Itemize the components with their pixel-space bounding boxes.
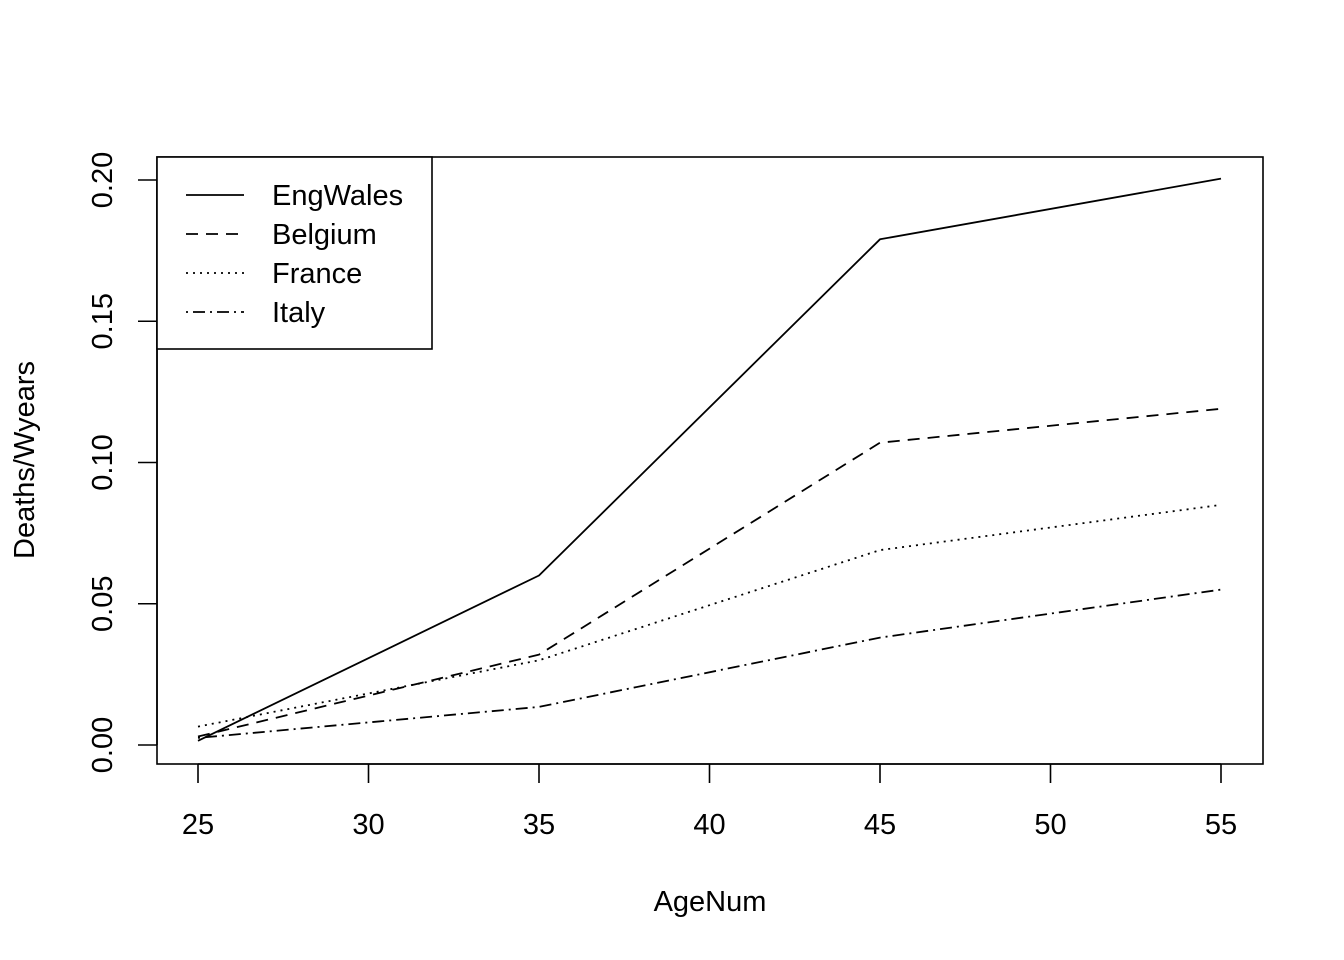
x-tick-label: 25 bbox=[182, 809, 214, 841]
x-tick-label: 40 bbox=[693, 809, 725, 841]
legend: EngWales Belgium France Italy bbox=[156, 156, 433, 350]
y-tick-label: 0.00 bbox=[87, 717, 119, 773]
y-tick-label: 0.20 bbox=[87, 152, 119, 208]
series-line-france bbox=[197, 504, 1222, 728]
x-tick-label: 50 bbox=[1034, 809, 1066, 841]
legend-box bbox=[156, 156, 433, 350]
x-tick-label: 45 bbox=[864, 809, 896, 841]
x-tick-label: 35 bbox=[523, 809, 555, 841]
series-layer bbox=[197, 177, 1222, 742]
series-line-italy bbox=[197, 588, 1222, 739]
y-axis-title: Deaths/Wyears bbox=[9, 361, 41, 559]
legend-label-engwales: EngWales bbox=[272, 180, 403, 212]
y-tick-label: 0.05 bbox=[87, 576, 119, 632]
series-line-engwales bbox=[197, 177, 1222, 742]
x-axis-title: AgeNum bbox=[654, 886, 767, 918]
series-line-belgium bbox=[197, 407, 1222, 738]
x-tick-label: 55 bbox=[1205, 809, 1237, 841]
legend-label-belgium: Belgium bbox=[272, 219, 377, 251]
x-tick-label: 30 bbox=[352, 809, 384, 841]
x-axis: 25 30 35 40 45 50 55 bbox=[182, 763, 1237, 841]
y-tick-label: 0.10 bbox=[87, 434, 119, 490]
y-axis: 0.00 0.05 0.10 0.15 0.20 bbox=[87, 152, 158, 773]
y-tick-label: 0.15 bbox=[87, 293, 119, 349]
legend-label-italy: Italy bbox=[272, 297, 326, 329]
legend-label-france: France bbox=[272, 258, 362, 290]
